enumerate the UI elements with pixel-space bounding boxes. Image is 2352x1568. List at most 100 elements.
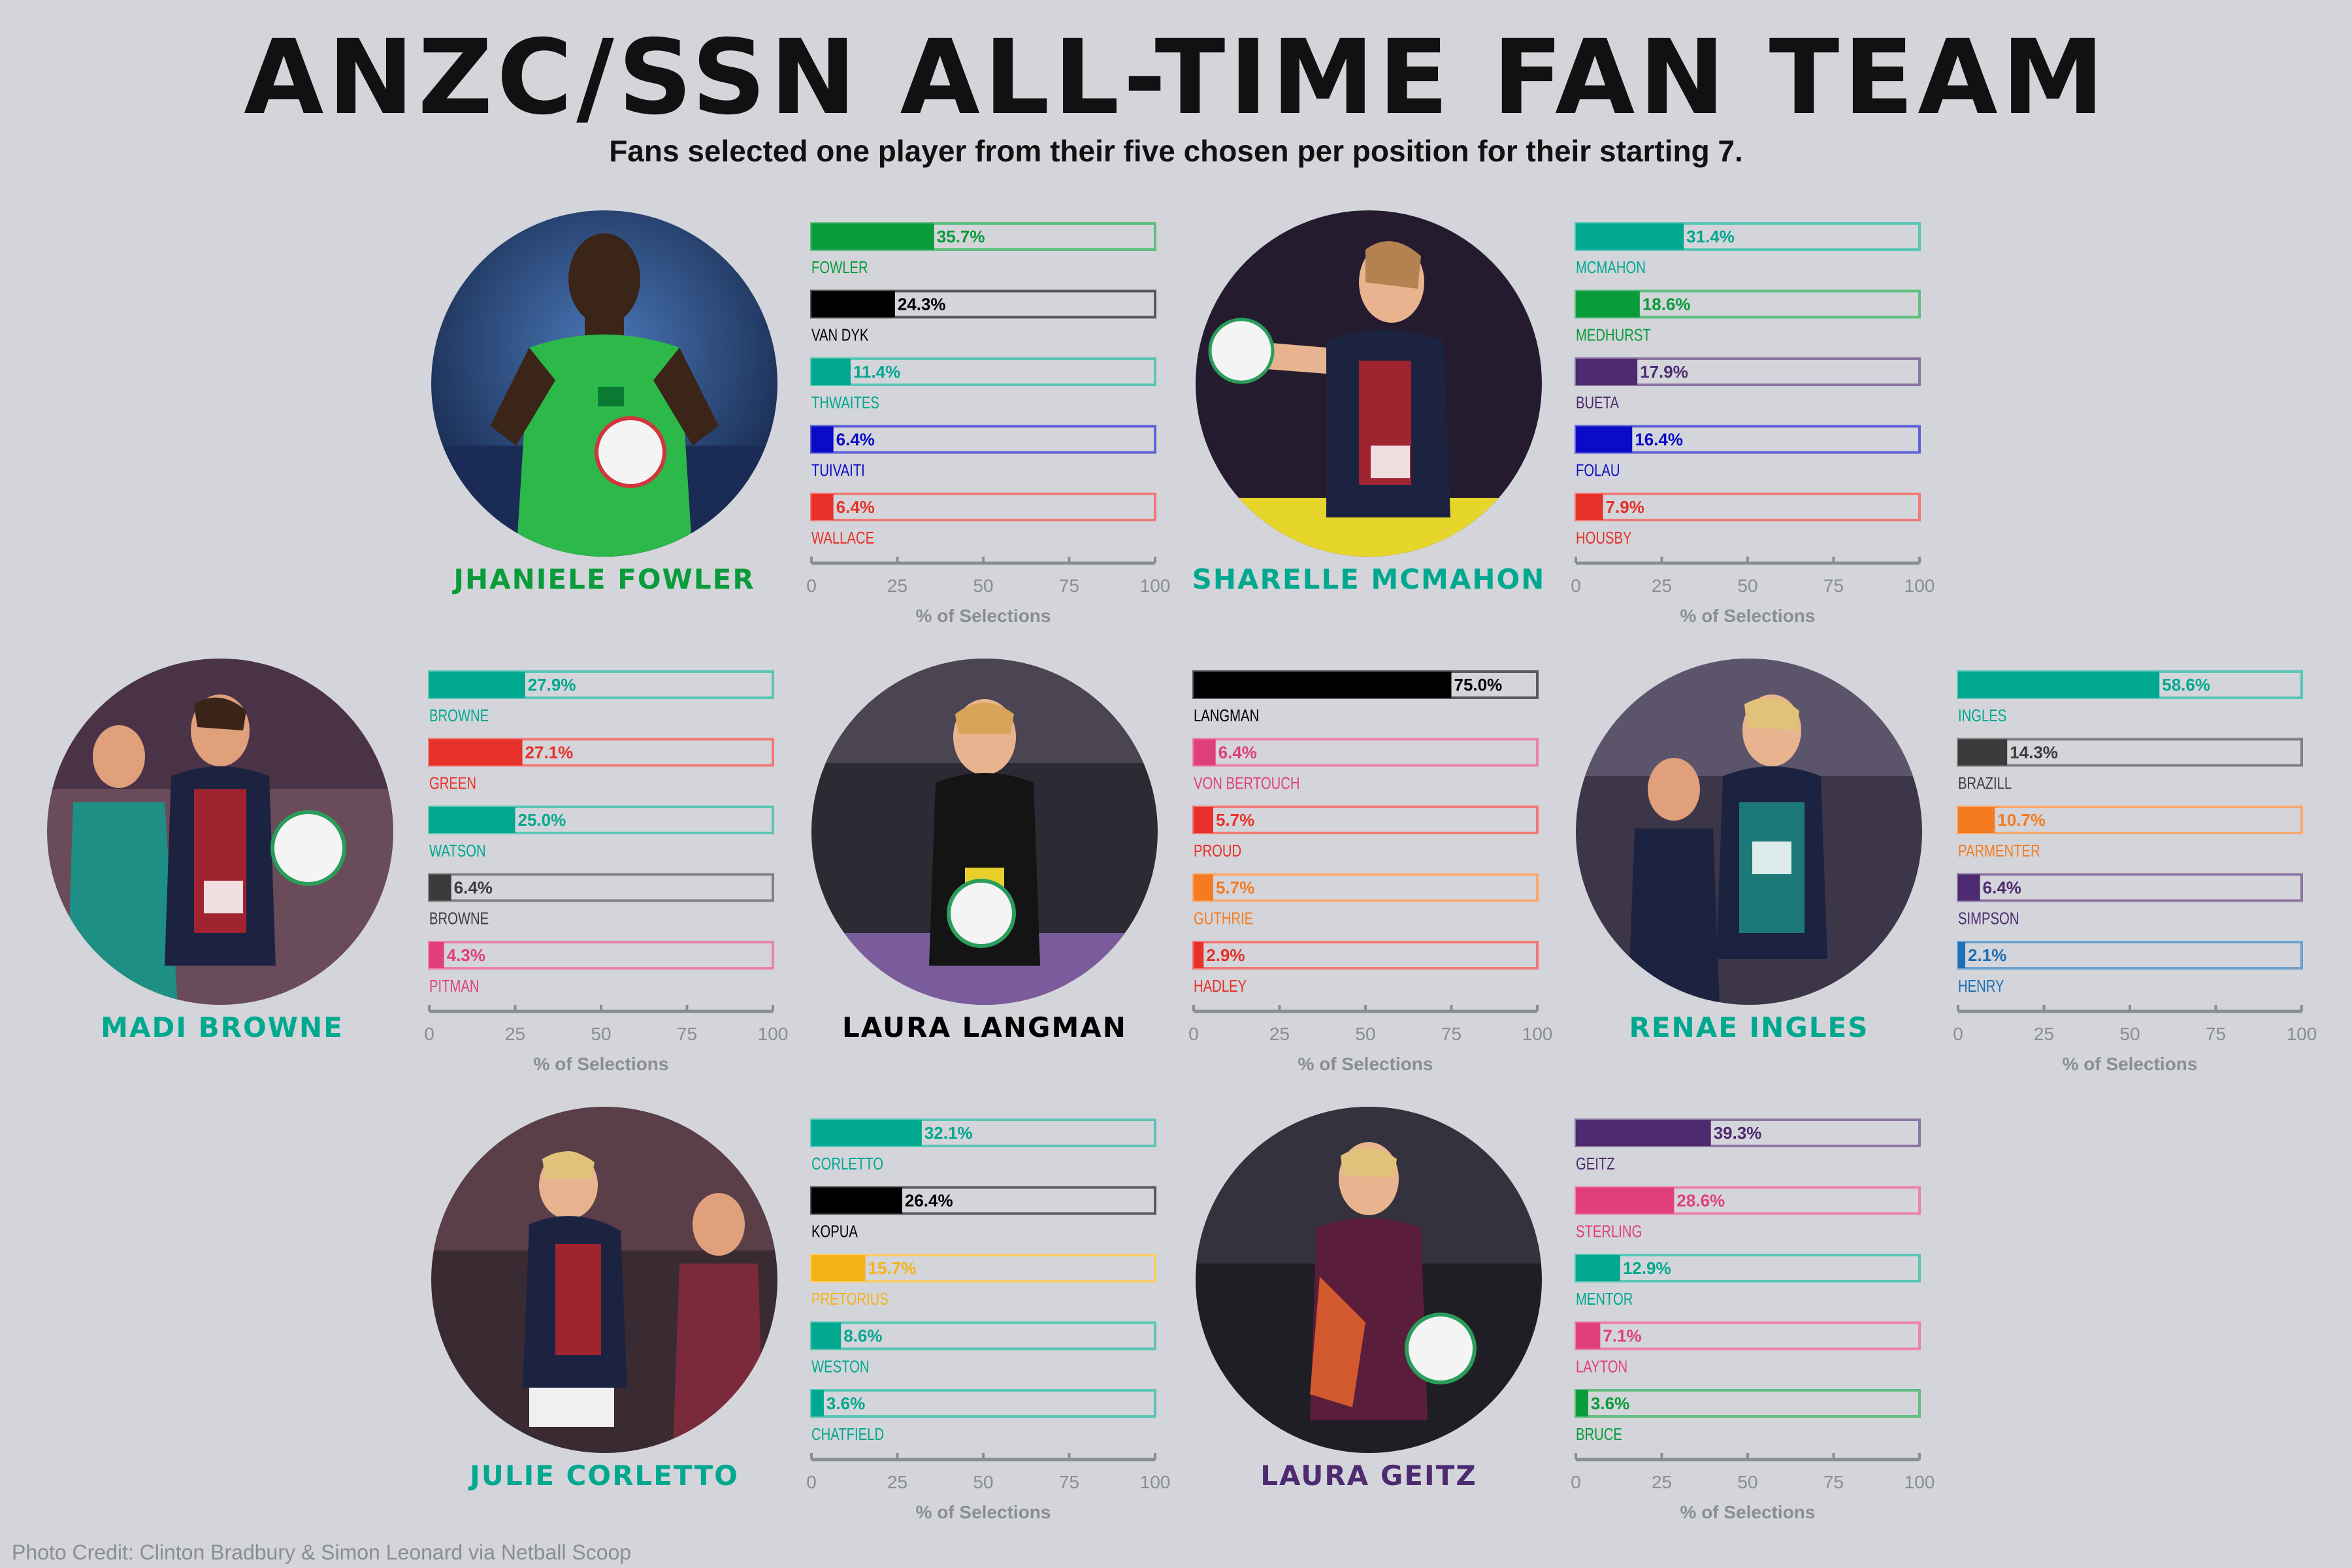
x-tick-label: 75 [2206,1024,2226,1044]
bar-row: 7.9% HOUSBY [1575,493,1921,547]
bar [1194,874,1213,901]
category-label: FOLAU [1576,461,1620,480]
data-label: 5.7% [1216,810,1254,830]
bar-row: 18.6% MEDHURST [1575,289,1921,344]
bar [1576,494,1603,520]
category-label: TUIVAITI [811,461,865,480]
data-label: 7.9% [1606,497,1644,517]
player-photo [431,210,777,557]
data-label: 75.0% [1454,675,1503,694]
data-label: 6.4% [836,497,875,517]
bar-row: 7.1% LAYTON [1575,1321,1921,1376]
x-tick-label: 50 [1737,1472,1757,1492]
bar-row: 2.1% HENRY [1957,941,2303,996]
data-label: 25.0% [518,810,566,830]
data-label: 11.4% [853,362,900,382]
category-label: MEDHURST [1576,325,1651,344]
data-label: 18.6% [1642,295,1691,314]
x-axis-label: % of Selections [1298,1054,1433,1074]
player-photo [1576,659,1922,1005]
bar [811,359,851,385]
x-tick-label: 25 [887,576,907,596]
x-axis-label: % of Selections [2063,1054,2198,1074]
bar [1194,739,1216,766]
x-tick-label: 0 [1571,576,1581,596]
bar [429,672,525,698]
x-tick-label: 25 [505,1024,525,1044]
bar [1576,426,1633,453]
player-photo [811,659,1158,1005]
category-label: GREEN [429,774,476,792]
x-axis-label: % of Selections [1680,1502,1816,1522]
bar-row: 32.1% CORLETTO [810,1119,1156,1173]
bar [811,223,934,250]
x-tick-label: 50 [1355,1024,1375,1044]
data-label: 15.7% [868,1258,917,1278]
bar [1576,291,1640,318]
bar-chart: 27.9% BROWNE 27.1% GREEN 25.0% WATSON 6.4% BROW… [424,670,788,1074]
page-subtitle: Fans selected one player from their five… [609,134,1743,168]
bar-row: 6.4% VON BERTOUCH [1192,738,1539,792]
x-tick-label: 0 [806,576,817,596]
category-label: CORLETTO [811,1154,883,1173]
data-label: 35.7% [937,227,985,246]
data-label: 32.1% [924,1123,973,1143]
x-tick-label: 100 [1904,1472,1935,1492]
category-label: PRETORIUS [811,1290,889,1309]
bar-row: 3.6% BRUCE [1575,1389,1921,1444]
photo-credit: Photo Credit: Clinton Bradbury & Simon L… [12,1541,632,1564]
bar [1576,1255,1620,1281]
data-label: 5.7% [1216,878,1254,898]
data-label: 28.6% [1676,1191,1725,1211]
bar-row: 6.4% BROWNE [428,873,774,928]
bar-row: 27.1% GREEN [428,738,774,792]
data-label: 3.6% [1591,1394,1629,1413]
category-label: PITMAN [429,977,480,996]
bar [1194,807,1213,833]
bar-row: 5.7% PROUD [1192,806,1539,860]
data-label: 39.3% [1714,1123,1762,1143]
bar [1958,672,2160,698]
data-label: 2.9% [1206,945,1245,965]
page-title: ANZC/SSN ALL-TIME FAN TEAM [244,18,2108,138]
x-axis-label: % of Selections [916,1502,1051,1522]
bar [811,1120,922,1146]
x-tick-label: 25 [1652,1472,1672,1492]
bar-row: 11.4% THWAITES [810,357,1156,412]
bar [1958,739,2008,766]
data-label: 10.7% [1997,810,2046,830]
data-label: 12.9% [1623,1258,1671,1278]
bar [1576,1187,1674,1214]
position-winner-name: LAURA GEITZ [1260,1460,1477,1492]
bar [811,291,895,318]
x-tick-label: 50 [973,576,993,596]
data-label: 7.1% [1603,1326,1641,1346]
data-label: 17.9% [1640,362,1688,382]
data-label: 8.6% [843,1326,882,1346]
category-label: BROWNE [429,909,489,928]
data-label: 27.1% [525,743,574,762]
x-tick-label: 25 [1652,576,1672,596]
category-label: HOUSBY [1576,529,1632,547]
player-photo [1196,210,1542,557]
bar-row: 15.7% PRETORIUS [810,1254,1156,1309]
position-winner-name: RENAE INGLES [1629,1011,1869,1043]
category-label: BROWNE [429,706,489,725]
x-tick-label: 50 [973,1472,993,1492]
category-label: BRUCE [1576,1425,1622,1444]
category-label: MCMAHON [1576,258,1646,277]
bar-row: 31.4% MCMAHON [1575,222,1921,277]
x-tick-label: 75 [1823,576,1844,596]
player-photo [47,659,393,1005]
category-label: WALLACE [811,529,874,547]
data-label: 6.4% [836,430,875,449]
category-label: CHATFIELD [811,1425,884,1444]
x-axis-label: % of Selections [1680,606,1816,626]
category-label: GEITZ [1576,1154,1615,1173]
x-tick-label: 25 [1269,1024,1290,1044]
bar-chart: 35.7% FOWLER 24.3% VAN DYK 11.4% THWAITES 6.4%… [806,222,1170,626]
data-label: 6.4% [1983,878,2021,898]
category-label: BRAZILL [1958,774,2012,792]
